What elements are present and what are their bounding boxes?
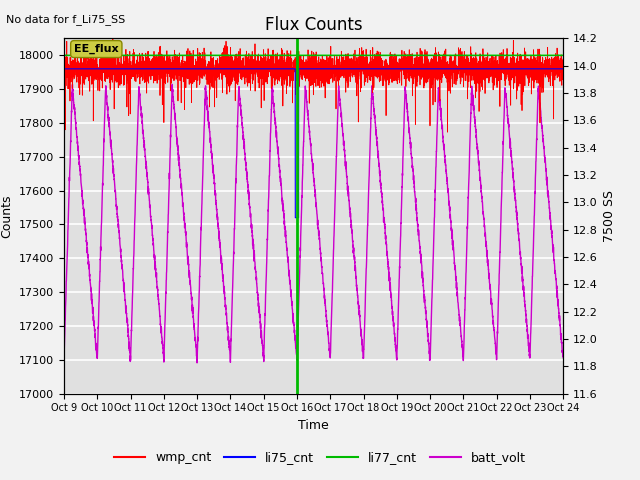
Y-axis label: Counts: Counts: [1, 194, 13, 238]
Text: No data for f_Li75_SS: No data for f_Li75_SS: [6, 14, 125, 25]
X-axis label: Time: Time: [298, 419, 329, 432]
Text: EE_flux: EE_flux: [74, 44, 118, 54]
Title: Flux Counts: Flux Counts: [265, 16, 362, 34]
Legend: wmp_cnt, li75_cnt, li77_cnt, batt_volt: wmp_cnt, li75_cnt, li77_cnt, batt_volt: [109, 446, 531, 469]
Y-axis label: 7500 SS: 7500 SS: [604, 190, 616, 242]
